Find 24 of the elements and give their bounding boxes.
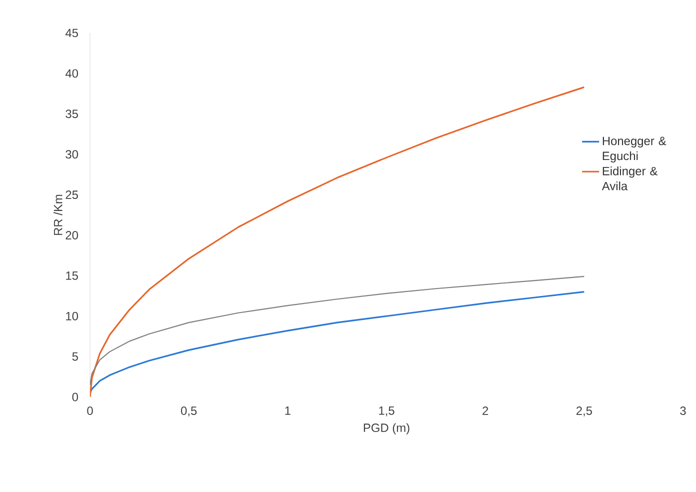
line-series (90, 276, 585, 386)
legend-label: Eidinger & Avila (602, 166, 658, 190)
y-tick-label: 30 (66, 150, 78, 159)
y-tick-label: 20 (66, 230, 78, 240)
y-tick-label: 10 (66, 312, 78, 320)
y-axis-title: RR /Km (54, 194, 62, 235)
x-tick-label: 1,5 (379, 406, 394, 416)
y-tick-label: 0 (72, 392, 78, 402)
y-tick-label: 40 (65, 69, 78, 78)
x-tick-label: 1 (285, 406, 290, 415)
legend-label: Honegger & Eguchi (602, 136, 666, 162)
line-series (90, 86, 585, 397)
y-tick-label: 5 (72, 352, 78, 361)
y-tick-label: 35 (66, 110, 78, 118)
y-tick-label: 45 (65, 28, 78, 38)
x-tick-label: 2,5 (576, 406, 592, 416)
x-tick-label: 0,5 (180, 406, 197, 416)
y-tick-label: 25 (66, 190, 78, 199)
x-tick-label: 0 (87, 406, 93, 415)
x-tick-label: 2 (482, 406, 488, 415)
x-tick-label: 3 (680, 406, 686, 415)
x-axis-title: PGD (m) (364, 423, 410, 434)
line-series (90, 291, 585, 394)
y-tick-label: 15 (66, 272, 78, 280)
